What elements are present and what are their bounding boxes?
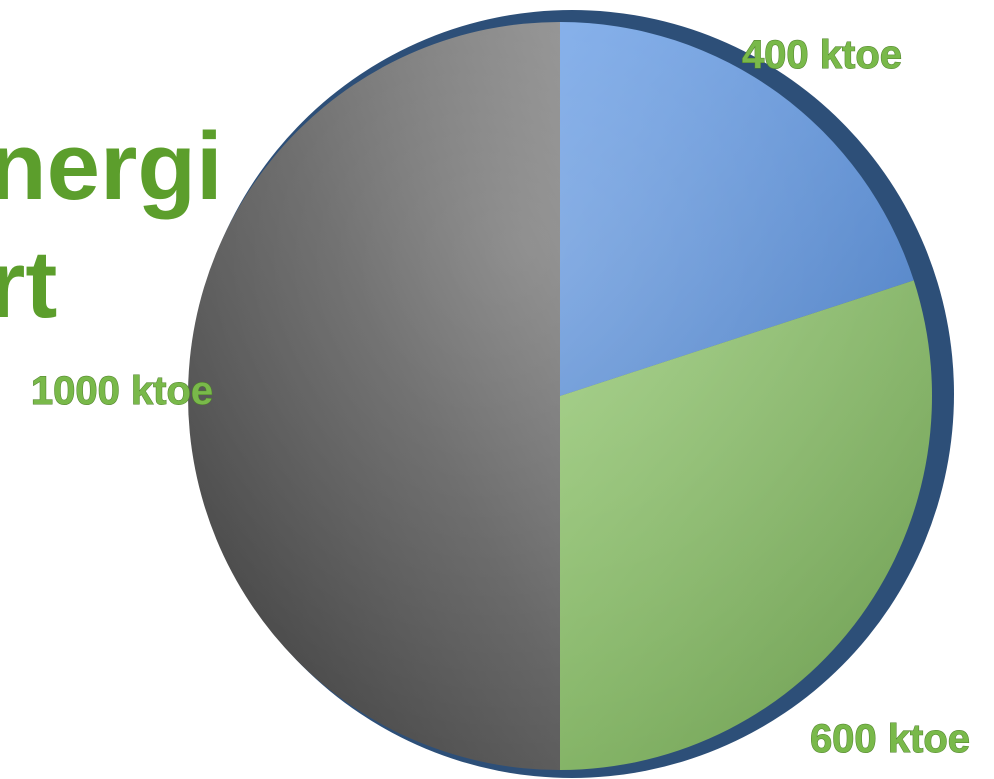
pie-slice-label-1: 400 ktoe (742, 33, 902, 77)
title-line-2: rt (0, 231, 58, 338)
pie-slices (188, 22, 932, 770)
pie-slice-label-3: 1000 ktoe (31, 369, 213, 413)
pie-labels: 400 ktoe 600 ktoe 1000 ktoe (30, 33, 970, 762)
title-line-1: nergi (0, 113, 223, 220)
slide-title-fragment: nergi rt (0, 108, 223, 344)
pie-slice-3 (188, 22, 560, 770)
pie-slice-label-2: 600 ktoe (810, 717, 970, 761)
